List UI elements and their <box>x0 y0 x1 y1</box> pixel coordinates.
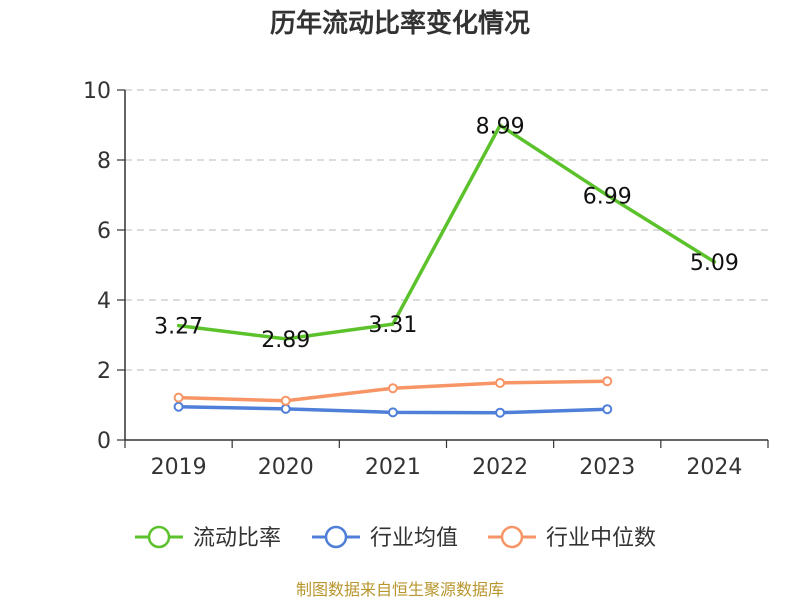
source-note: 制图数据来自恒生聚源数据库 <box>296 580 504 599</box>
data-point <box>173 401 184 412</box>
data-point <box>602 376 613 387</box>
data-point <box>280 395 291 406</box>
data-label: 5.09 <box>690 251 739 276</box>
y-tick-label: 0 <box>97 429 111 454</box>
data-point <box>387 407 398 418</box>
data-label: 3.27 <box>154 315 203 340</box>
x-tick-label: 2024 <box>686 455 742 480</box>
data-marks: 3.27 2.89 3.31 8.99 6.99 5.09 <box>154 114 739 418</box>
data-label: 2.89 <box>261 328 310 353</box>
data-point <box>602 404 613 415</box>
grid-lines <box>125 89 768 371</box>
legend-swatch-marker <box>324 525 348 549</box>
x-tick-label: 2021 <box>365 455 421 480</box>
y-tick-label: 2 <box>97 359 111 384</box>
y-tick-label: 6 <box>97 219 111 244</box>
axes: 0 2 4 6 8 10 2019 2020 2021 2022 2023 2024 <box>83 79 769 480</box>
legend-label: 流动比率 <box>193 526 281 551</box>
x-tick-label: 2019 <box>151 455 207 480</box>
series-line <box>176 123 717 341</box>
data-label: 3.31 <box>368 313 417 338</box>
data-label: 8.99 <box>476 114 525 139</box>
data-point <box>387 383 398 394</box>
x-tick-label: 2020 <box>258 455 314 480</box>
data-point <box>280 403 291 414</box>
x-tick-label: 2022 <box>472 455 528 480</box>
data-point <box>495 407 506 418</box>
y-tick-label: 8 <box>97 149 111 174</box>
chart-title: 历年流动比率变化情况 <box>270 8 530 39</box>
x-tick-label: 2023 <box>579 455 635 480</box>
y-tick-label: 10 <box>83 79 111 104</box>
data-point <box>173 392 184 403</box>
data-point <box>495 377 506 388</box>
legend: 流动比率 行业均值 行业中位数 <box>135 525 656 551</box>
y-tick-label: 4 <box>97 289 111 314</box>
legend-label: 行业中位数 <box>546 526 656 551</box>
legend-swatch-marker <box>500 525 524 549</box>
legend-swatch-marker <box>147 525 171 549</box>
legend-label: 行业均值 <box>370 526 458 551</box>
data-label: 6.99 <box>583 184 632 209</box>
